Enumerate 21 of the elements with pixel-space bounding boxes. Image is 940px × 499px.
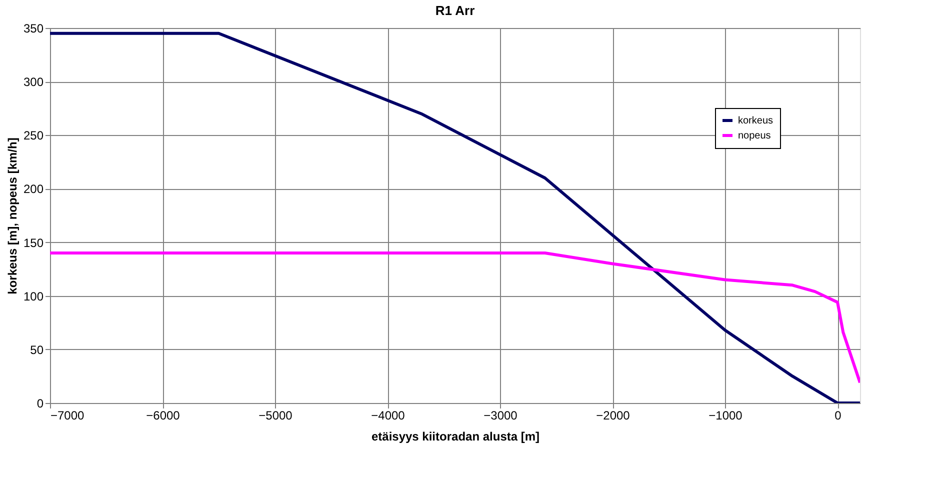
y-tick-label: 100 — [23, 289, 44, 304]
chart-title: R1 Arr — [435, 3, 475, 18]
y-axis-title: korkeus [m], nopeus [km/h] — [5, 138, 20, 294]
y-tick-label: 200 — [23, 182, 44, 196]
legend-label: nopeus — [738, 130, 771, 142]
x-tick-label: −2000 — [596, 408, 630, 422]
y-tick-label: 150 — [23, 236, 44, 250]
y-tick-label: 50 — [30, 342, 44, 357]
x-tick-label: 0 — [834, 408, 842, 422]
x-axis-title: etäisyys kiitoradan alusta [m] — [371, 430, 540, 444]
y-tick-label: 350 — [23, 22, 44, 36]
y-tick-label: 0 — [36, 396, 44, 410]
x-tick-label: −7000 — [50, 408, 85, 422]
y-tick-label: 250 — [23, 128, 44, 143]
y-tick-label: 300 — [23, 75, 44, 90]
legend-label: korkeus — [738, 116, 774, 126]
x-tick-label: −6000 — [146, 408, 180, 422]
x-tick-label: −4000 — [371, 408, 406, 422]
x-tick-label: −3000 — [484, 408, 518, 422]
x-tick-label: −5000 — [258, 408, 293, 422]
x-tick-label: −1000 — [708, 408, 743, 422]
